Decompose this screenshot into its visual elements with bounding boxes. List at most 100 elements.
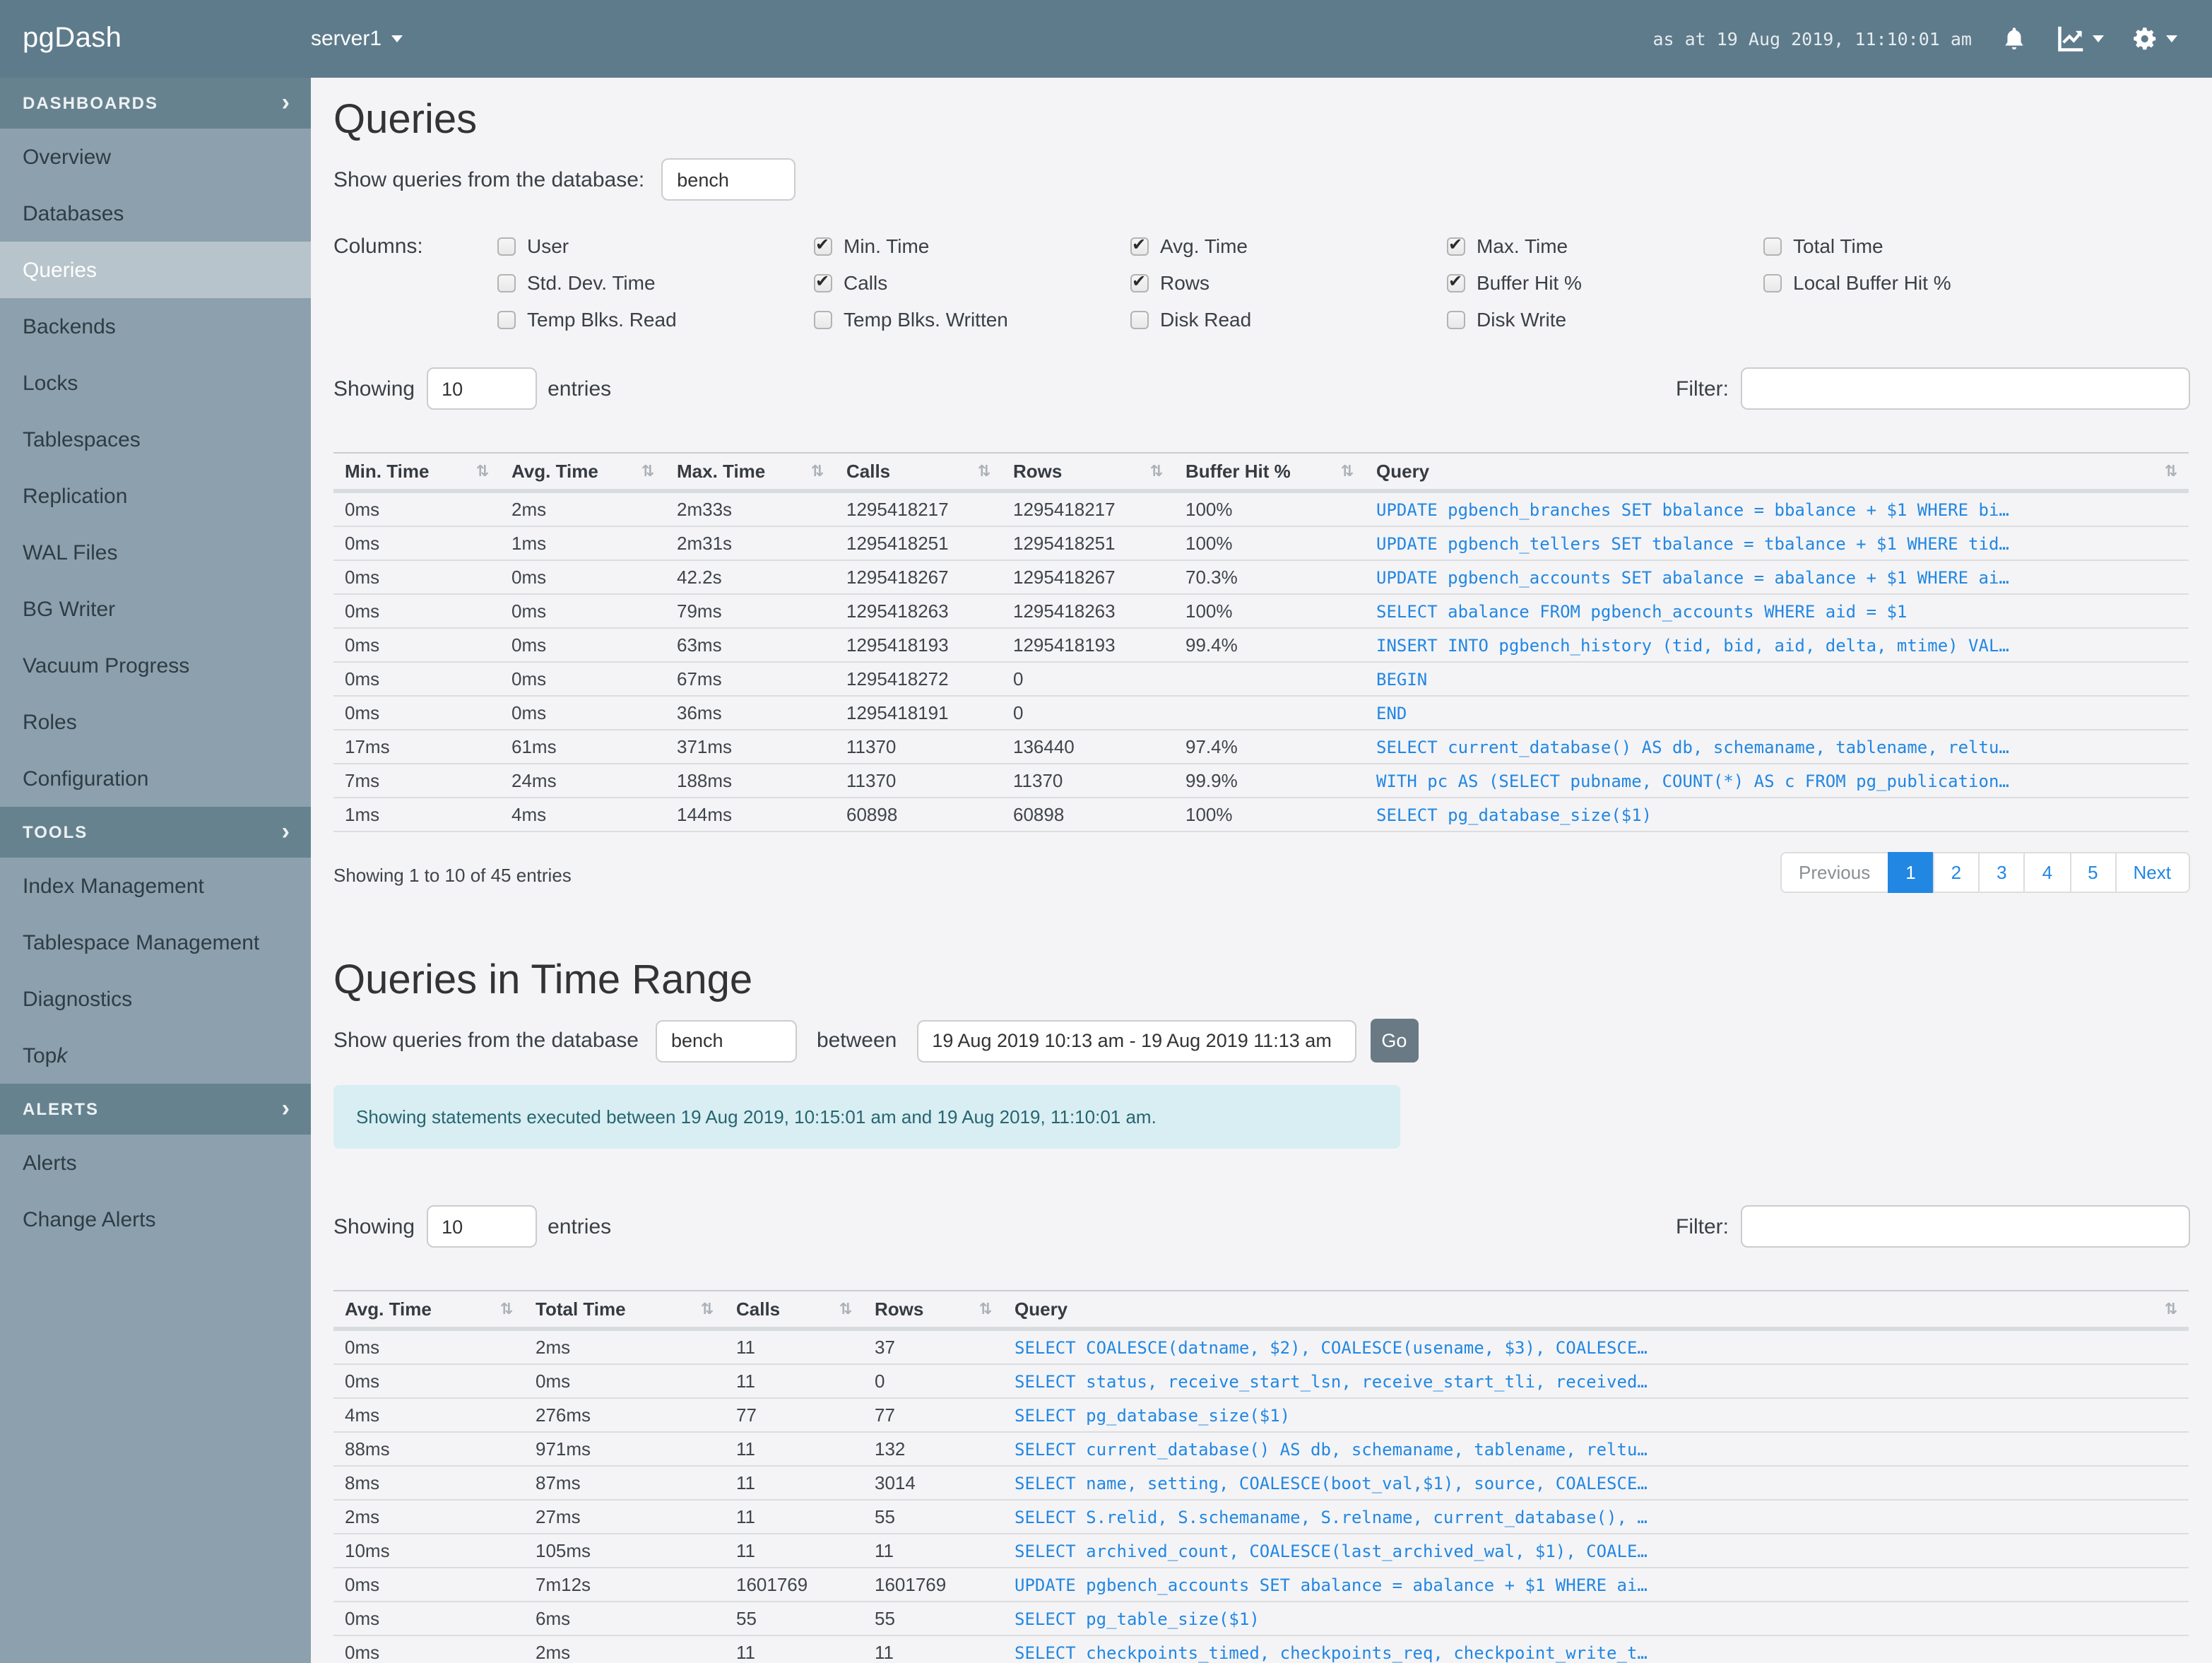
column-option-total-time[interactable]: Total Time [1763,235,2080,257]
pagination-previous[interactable]: Previous [1780,852,1889,893]
database-input[interactable] [661,158,796,201]
column-option-max-time[interactable]: Max. Time [1447,234,1763,257]
sidebar-section-dashboards[interactable]: DASHBOARDS › [0,78,311,129]
column-option-temp-blks-read[interactable]: Temp Blks. Read [497,308,814,331]
sidebar-item-diagnostics[interactable]: Diagnostics [23,987,133,1011]
sort-icon[interactable]: ⇅ [978,1300,992,1318]
checkbox-checked-icon[interactable] [1447,234,1465,255]
sort-icon[interactable]: ⇅ [1149,462,1163,480]
sort-icon[interactable]: ⇅ [700,1300,714,1318]
sidebar-item-tablespace-management[interactable]: Tablespace Management [23,930,260,954]
sidebar-item-tablespaces[interactable]: Tablespaces [23,427,141,451]
go-button[interactable]: Go [1370,1019,1419,1063]
database-input[interactable] [655,1019,797,1062]
query-link[interactable]: SELECT name, setting, COALESCE(boot_val,… [1003,1466,2189,1501]
column-option-user[interactable]: User [497,235,814,257]
sort-icon[interactable]: ⇅ [839,1300,852,1318]
query-link[interactable]: SELECT current_database() AS db, scheman… [1003,1432,2189,1467]
sidebar-item-locks[interactable]: Locks [23,371,78,395]
time-range-input[interactable] [916,1019,1356,1062]
column-header-buffer-hit[interactable]: Buffer Hit % ⇅ [1174,452,1365,493]
pagination-page-4[interactable]: 4 [2023,852,2071,893]
pagination-page-5[interactable]: 5 [2069,852,2117,893]
sort-icon[interactable]: ⇅ [2164,1300,2177,1318]
sort-icon[interactable]: ⇅ [499,1300,513,1318]
checkbox-checked-icon[interactable] [1447,271,1465,292]
query-link[interactable]: SELECT pg_database_size($1) [1365,798,2189,832]
query-link[interactable]: UPDATE pgbench_accounts SET abalance = a… [1003,1568,2189,1602]
checkbox-checked-icon[interactable] [814,234,832,255]
query-link[interactable]: SELECT S.relid, S.schemaname, S.relname,… [1003,1500,2189,1534]
entries-count-input[interactable] [426,1205,537,1248]
column-header-avg-time[interactable]: Avg. Time ⇅ [500,452,666,493]
column-option-avg-time[interactable]: Avg. Time [1130,234,1447,257]
column-header-rows[interactable]: Rows ⇅ [1002,452,1174,493]
query-link[interactable]: UPDATE pgbench_accounts SET abalance = a… [1365,560,2189,595]
sidebar-item-backends[interactable]: Backends [23,314,116,338]
sidebar-item-overview[interactable]: Overview [23,145,112,169]
sort-icon[interactable]: ⇅ [641,462,654,480]
pagination-page-3[interactable]: 3 [1978,852,2025,893]
notifications-button[interactable] [2000,25,2027,52]
sidebar-item-bg-writer[interactable]: BG Writer [23,597,116,621]
sidebar-item-databases[interactable]: Databases [23,201,124,225]
query-link[interactable]: SELECT checkpoints_timed, checkpoints_re… [1003,1635,2189,1663]
column-header-max-time[interactable]: Max. Time ⇅ [666,452,835,493]
column-option-std-dev-time[interactable]: Std. Dev. Time [497,271,814,294]
column-option-rows[interactable]: Rows [1130,271,1447,294]
charts-menu-button[interactable] [2055,25,2103,52]
query-link[interactable]: SELECT status, receive_start_lsn, receiv… [1003,1364,2189,1399]
column-header-calls[interactable]: Calls ⇅ [725,1290,863,1331]
query-link[interactable]: BEGIN [1365,662,2189,697]
checkbox-unchecked-icon[interactable] [1763,273,1782,292]
sidebar-item-wal-files[interactable]: WAL Files [23,540,118,564]
checkbox-checked-icon[interactable] [1130,234,1149,255]
checkbox-checked-icon[interactable] [1130,271,1149,292]
column-header-query[interactable]: Query ⇅ [1003,1290,2189,1331]
pagination-next[interactable]: Next [2115,852,2189,893]
brand-logo[interactable]: pgDash [23,23,122,54]
column-header-min-time[interactable]: Min. Time ⇅ [333,452,500,493]
checkbox-unchecked-icon[interactable] [1447,310,1465,329]
checkbox-unchecked-icon[interactable] [1763,237,1782,255]
column-option-local-buffer-hit[interactable]: Local Buffer Hit % [1763,271,2080,294]
query-link[interactable]: SELECT abalance FROM pgbench_accounts WH… [1365,594,2189,629]
filter-input[interactable] [1740,1205,2189,1248]
query-link[interactable]: SELECT pg_database_size($1) [1003,1398,2189,1433]
column-option-min-time[interactable]: Min. Time [814,234,1130,257]
query-link[interactable]: INSERT INTO pgbench_history (tid, bid, a… [1365,628,2189,663]
settings-menu-button[interactable] [2131,25,2177,52]
query-link[interactable]: END [1365,696,2189,730]
query-link[interactable]: UPDATE pgbench_branches SET bbalance = b… [1365,491,2189,527]
column-header-rows[interactable]: Rows ⇅ [863,1290,1003,1331]
checkbox-checked-icon[interactable] [814,271,832,292]
query-link[interactable]: SELECT pg_table_size($1) [1003,1602,2189,1636]
query-link[interactable]: SELECT current_database() AS db, scheman… [1365,730,2189,764]
sidebar-section-alerts[interactable]: ALERTS › [0,1084,311,1135]
sidebar-item-roles[interactable]: Roles [23,710,77,734]
checkbox-unchecked-icon[interactable] [497,273,516,292]
checkbox-unchecked-icon[interactable] [1130,310,1149,329]
column-option-buffer-hit[interactable]: Buffer Hit % [1447,271,1763,294]
sort-icon[interactable]: ⇅ [810,462,824,480]
sidebar-item-vacuum-progress[interactable]: Vacuum Progress [23,653,190,677]
sort-icon[interactable]: ⇅ [977,462,990,480]
query-link[interactable]: SELECT COALESCE(datname, $2), COALESCE(u… [1003,1329,2189,1365]
sort-icon[interactable]: ⇅ [2164,462,2177,480]
sort-icon[interactable]: ⇅ [1340,462,1354,480]
filter-input[interactable] [1740,367,2189,410]
column-header-calls[interactable]: Calls ⇅ [835,452,1002,493]
column-header-total-time[interactable]: Total Time ⇅ [524,1290,725,1331]
checkbox-unchecked-icon[interactable] [814,310,832,329]
query-link[interactable]: WITH pc AS (SELECT pubname, COUNT(*) AS … [1365,764,2189,798]
sidebar-item-queries[interactable]: Queries [0,242,311,298]
sort-icon[interactable]: ⇅ [475,462,489,480]
entries-count-input[interactable] [426,367,537,410]
column-option-temp-blks-written[interactable]: Temp Blks. Written [814,308,1130,331]
checkbox-unchecked-icon[interactable] [497,310,516,329]
checkbox-unchecked-icon[interactable] [497,237,516,255]
column-header-query[interactable]: Query ⇅ [1365,452,2189,493]
sidebar-item-configuration[interactable]: Configuration [23,767,149,791]
pagination-page-1[interactable]: 1 [1887,852,1934,893]
column-option-disk-write[interactable]: Disk Write [1447,308,1763,331]
